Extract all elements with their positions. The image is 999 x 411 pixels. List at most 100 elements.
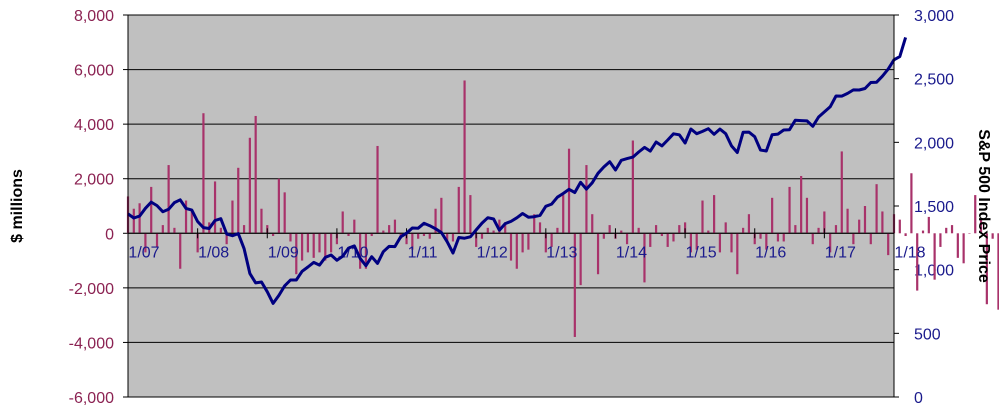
bar bbox=[643, 233, 646, 283]
bar bbox=[486, 227, 489, 234]
bar bbox=[950, 225, 954, 234]
bar bbox=[974, 195, 977, 234]
bar bbox=[858, 219, 861, 234]
bar bbox=[469, 195, 472, 234]
bar bbox=[689, 233, 692, 253]
bar bbox=[138, 203, 141, 234]
bar bbox=[393, 219, 397, 234]
bar bbox=[817, 227, 820, 234]
bar bbox=[446, 233, 449, 242]
bar bbox=[596, 233, 600, 275]
bar bbox=[167, 165, 170, 234]
bar bbox=[956, 233, 959, 258]
left-tick-label: -2,000 bbox=[69, 281, 114, 298]
bar bbox=[248, 137, 251, 234]
bar bbox=[805, 197, 809, 234]
bar bbox=[904, 233, 907, 237]
sp500-line bbox=[127, 36, 908, 305]
bar bbox=[231, 200, 234, 234]
bar bbox=[324, 233, 327, 261]
bar bbox=[962, 233, 965, 264]
left-axis-title: $ millions bbox=[9, 169, 26, 243]
bar bbox=[277, 178, 280, 234]
bar bbox=[451, 233, 455, 242]
bar bbox=[654, 225, 658, 234]
bar bbox=[707, 230, 710, 234]
bar bbox=[150, 186, 153, 234]
bar bbox=[852, 233, 855, 245]
left-tick-label: 4,000 bbox=[74, 117, 114, 134]
bar bbox=[196, 233, 199, 253]
bar bbox=[840, 151, 843, 234]
bar bbox=[875, 184, 878, 234]
bar bbox=[800, 175, 803, 234]
bar bbox=[463, 80, 466, 234]
bar bbox=[237, 167, 240, 234]
bar bbox=[794, 225, 797, 234]
x-tick-label: 1/08 bbox=[198, 244, 229, 261]
bar bbox=[492, 230, 495, 234]
bar bbox=[620, 230, 623, 234]
bar bbox=[353, 219, 356, 234]
bar bbox=[533, 214, 536, 234]
bar bbox=[475, 233, 478, 247]
x-tick-label: 1/14 bbox=[616, 244, 647, 261]
bar bbox=[834, 225, 838, 234]
left-tick-label: 6,000 bbox=[74, 63, 114, 80]
bar bbox=[672, 233, 675, 242]
bar bbox=[562, 195, 565, 234]
right-tick-label: 1,500 bbox=[914, 199, 954, 216]
left-tick-label: 2,000 bbox=[74, 172, 114, 189]
bar bbox=[509, 233, 513, 261]
bar bbox=[283, 192, 286, 234]
bar bbox=[388, 225, 391, 234]
right-tick-label: 2,000 bbox=[914, 135, 954, 152]
bar bbox=[863, 206, 867, 234]
bar bbox=[260, 208, 263, 234]
bar bbox=[364, 233, 368, 269]
bar bbox=[649, 233, 652, 247]
x-tick-label: 1/17 bbox=[825, 244, 856, 261]
bar bbox=[765, 233, 768, 250]
bar bbox=[666, 233, 669, 247]
bar bbox=[527, 233, 530, 250]
bar bbox=[202, 113, 205, 234]
x-tick-label: 1/11 bbox=[408, 244, 438, 261]
bar bbox=[405, 233, 408, 245]
bar bbox=[504, 222, 507, 234]
bar bbox=[782, 233, 785, 242]
bar bbox=[811, 233, 814, 245]
x-tick-label: 1/09 bbox=[268, 244, 299, 261]
bar bbox=[335, 233, 339, 245]
right-tick-label: 2,500 bbox=[914, 72, 954, 89]
bar bbox=[271, 233, 275, 237]
bar bbox=[829, 233, 832, 253]
bar bbox=[881, 211, 884, 234]
bar bbox=[713, 195, 716, 234]
bar bbox=[869, 233, 872, 245]
bar bbox=[556, 227, 559, 234]
bar bbox=[440, 197, 443, 234]
bar bbox=[457, 186, 460, 234]
bar bbox=[318, 233, 321, 253]
bar bbox=[631, 140, 634, 234]
x-tick-label: 1/15 bbox=[686, 244, 717, 261]
bar bbox=[538, 222, 542, 234]
bar bbox=[887, 233, 890, 256]
x-tick-label: 1/12 bbox=[477, 244, 508, 261]
bar bbox=[179, 233, 182, 269]
bar bbox=[585, 165, 588, 234]
bar bbox=[608, 225, 611, 234]
bar bbox=[579, 233, 582, 286]
bar bbox=[921, 230, 925, 234]
plot-area bbox=[127, 14, 895, 398]
bar bbox=[341, 211, 344, 234]
bar bbox=[184, 200, 188, 234]
bar bbox=[747, 214, 751, 234]
bar bbox=[306, 233, 309, 253]
bar bbox=[382, 230, 385, 234]
bar bbox=[753, 233, 756, 245]
bar bbox=[242, 225, 246, 234]
right-tick-label: 3,000 bbox=[914, 8, 954, 25]
bar bbox=[776, 233, 780, 242]
